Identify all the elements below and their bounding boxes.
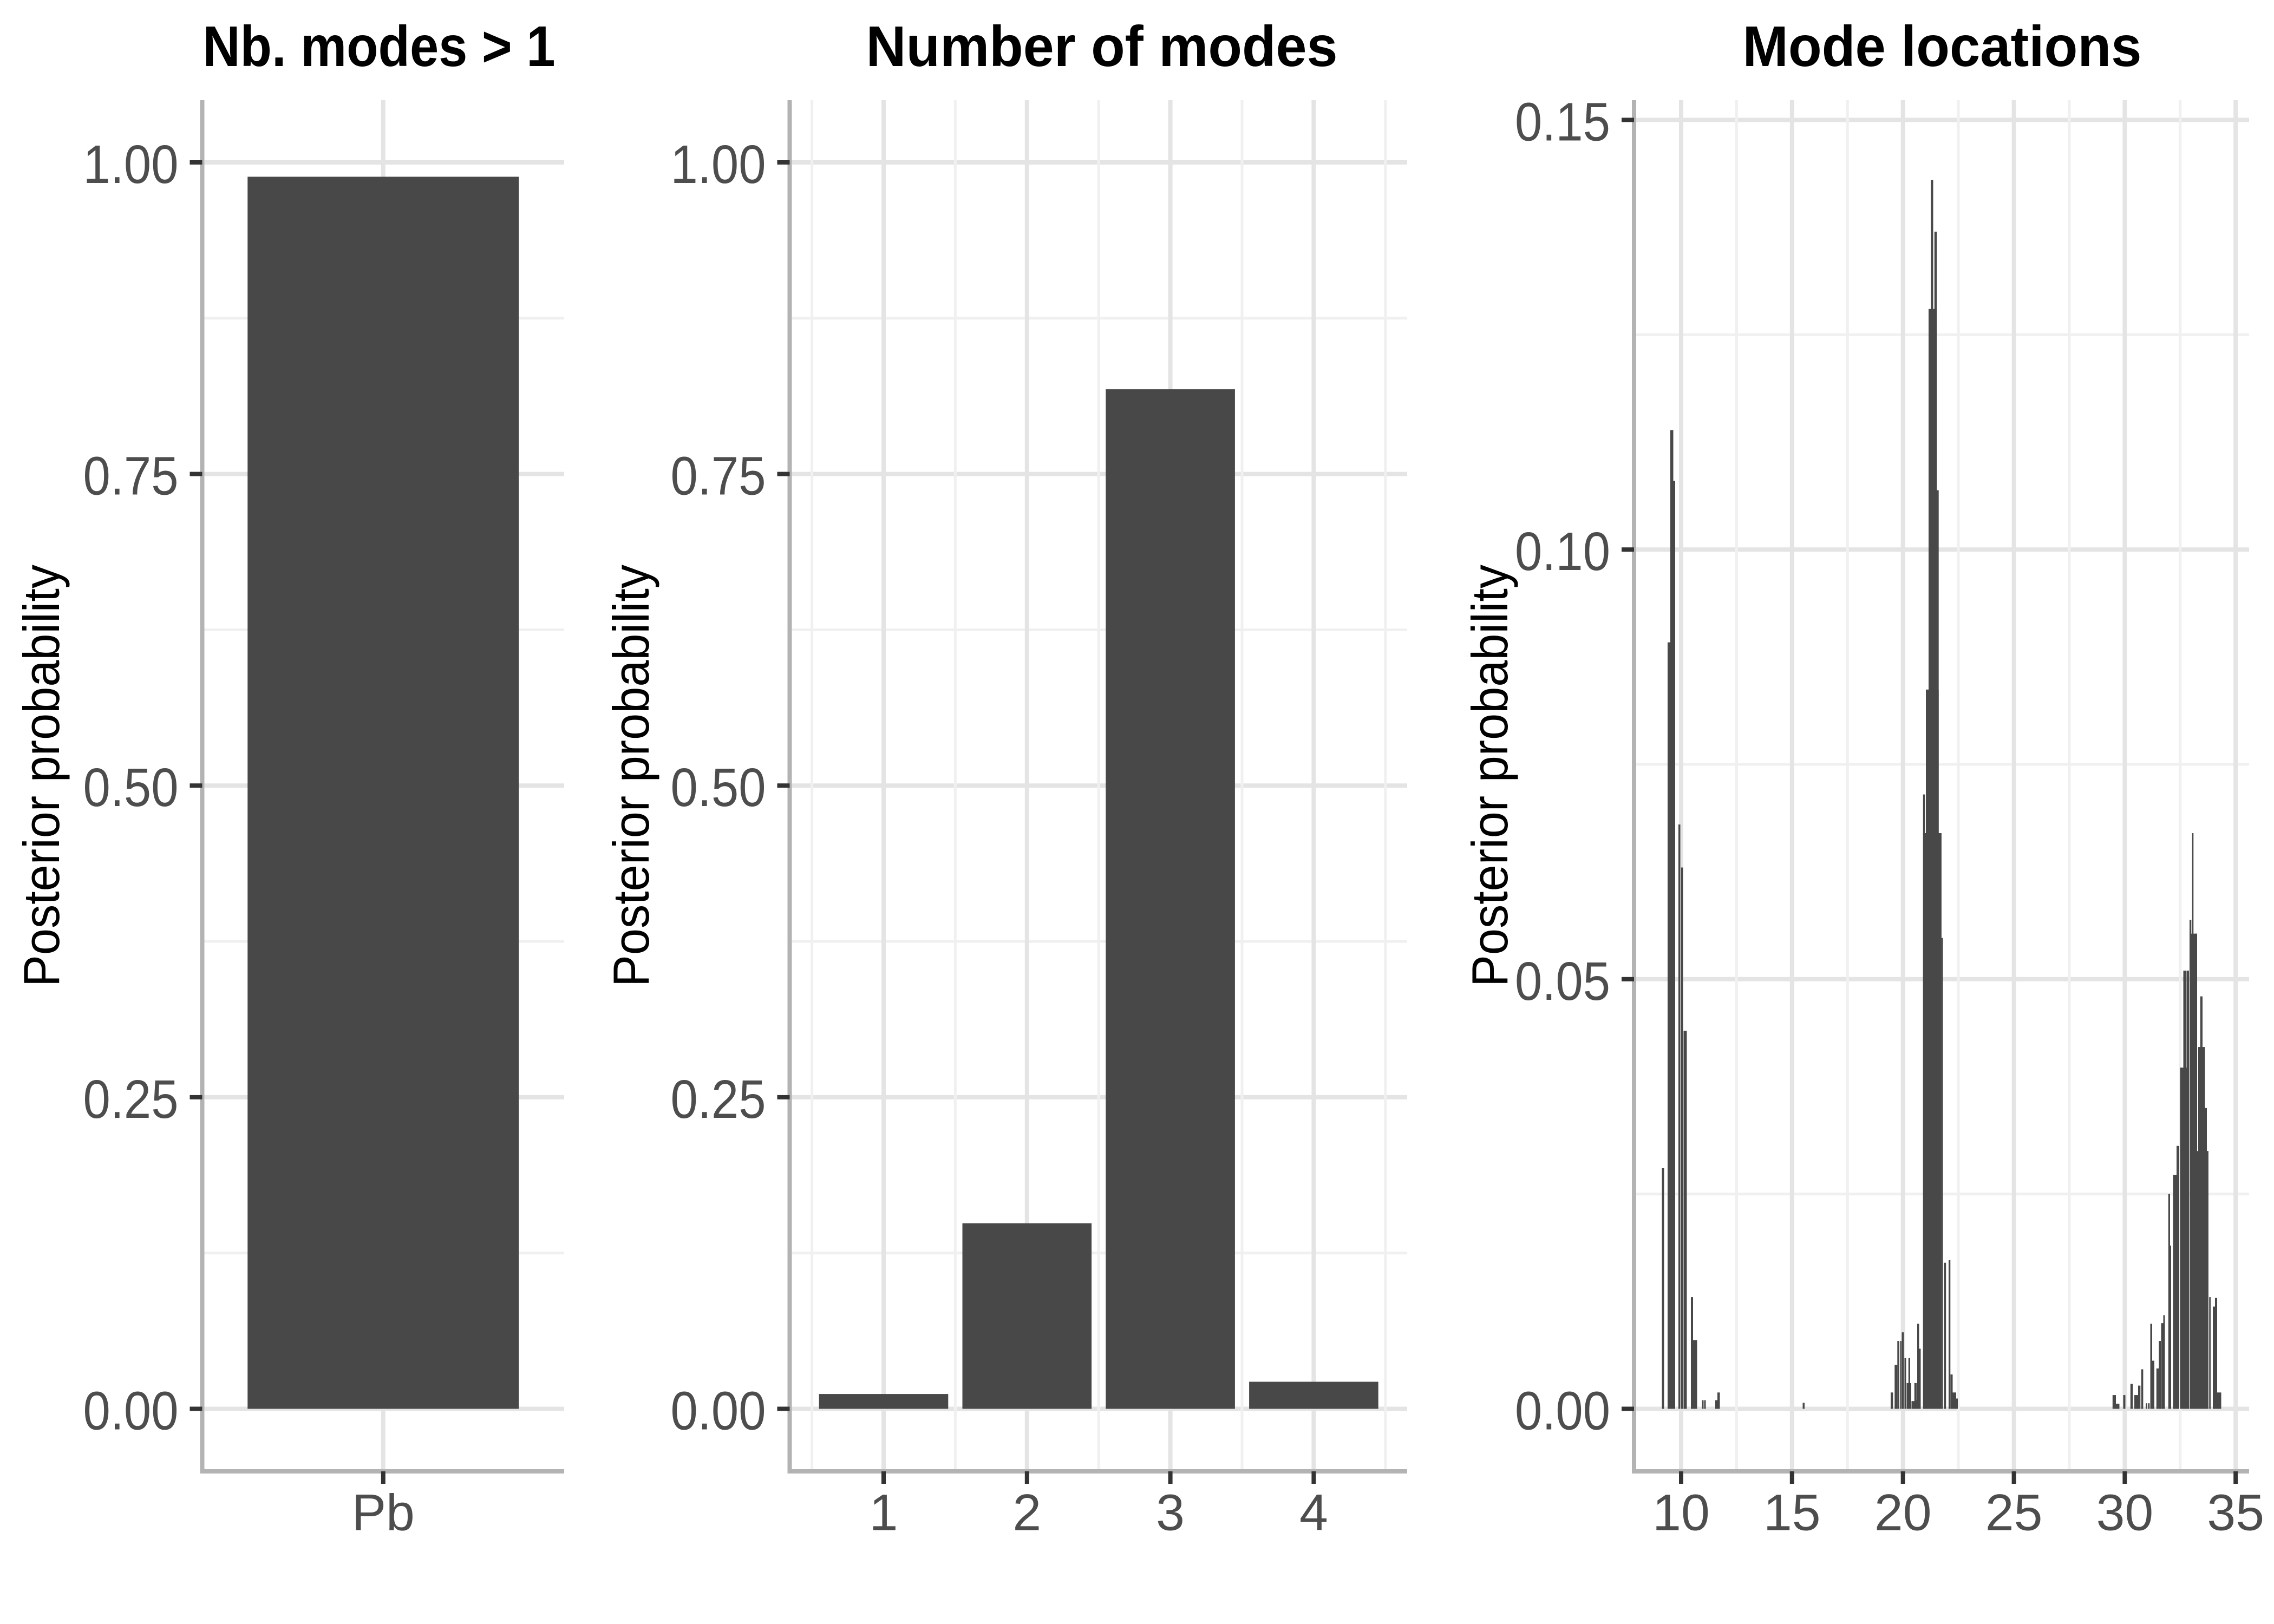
svg-text:0.75: 0.75 [83,446,179,507]
svg-text:0.50: 0.50 [83,757,179,818]
svg-text:Nb. modes > 1: Nb. modes > 1 [203,15,556,78]
svg-text:0.15: 0.15 [1515,92,1610,153]
svg-text:1.00: 1.00 [83,134,179,195]
svg-text:2: 2 [1012,1484,1041,1542]
svg-text:15: 15 [1763,1484,1821,1542]
svg-text:Posterior probability: Posterior probability [13,565,70,987]
svg-text:0.50: 0.50 [671,757,766,818]
svg-text:20: 20 [1874,1484,1932,1542]
svg-text:1: 1 [870,1484,898,1542]
svg-text:0.00: 0.00 [83,1381,179,1442]
svg-text:0.00: 0.00 [1515,1381,1610,1442]
svg-text:4: 4 [1299,1484,1328,1542]
svg-text:0.05: 0.05 [1515,951,1610,1012]
svg-text:25: 25 [1985,1484,2043,1542]
svg-text:35: 35 [2207,1484,2264,1542]
svg-text:Posterior probability: Posterior probability [603,565,659,987]
svg-text:30: 30 [2096,1484,2154,1542]
svg-text:0.25: 0.25 [83,1069,179,1130]
svg-text:1.00: 1.00 [671,134,766,195]
svg-text:0.75: 0.75 [671,446,766,507]
svg-text:0.00: 0.00 [671,1381,766,1442]
svg-text:0.10: 0.10 [1515,521,1610,582]
svg-text:10: 10 [1652,1484,1710,1542]
svg-text:Mode locations: Mode locations [1743,15,2142,78]
svg-text:0.25: 0.25 [671,1069,766,1130]
svg-text:Posterior probability: Posterior probability [1461,565,1518,987]
svg-text:Number of modes: Number of modes [866,15,1338,78]
svg-text:3: 3 [1156,1484,1185,1542]
svg-text:Pb: Pb [352,1484,415,1542]
